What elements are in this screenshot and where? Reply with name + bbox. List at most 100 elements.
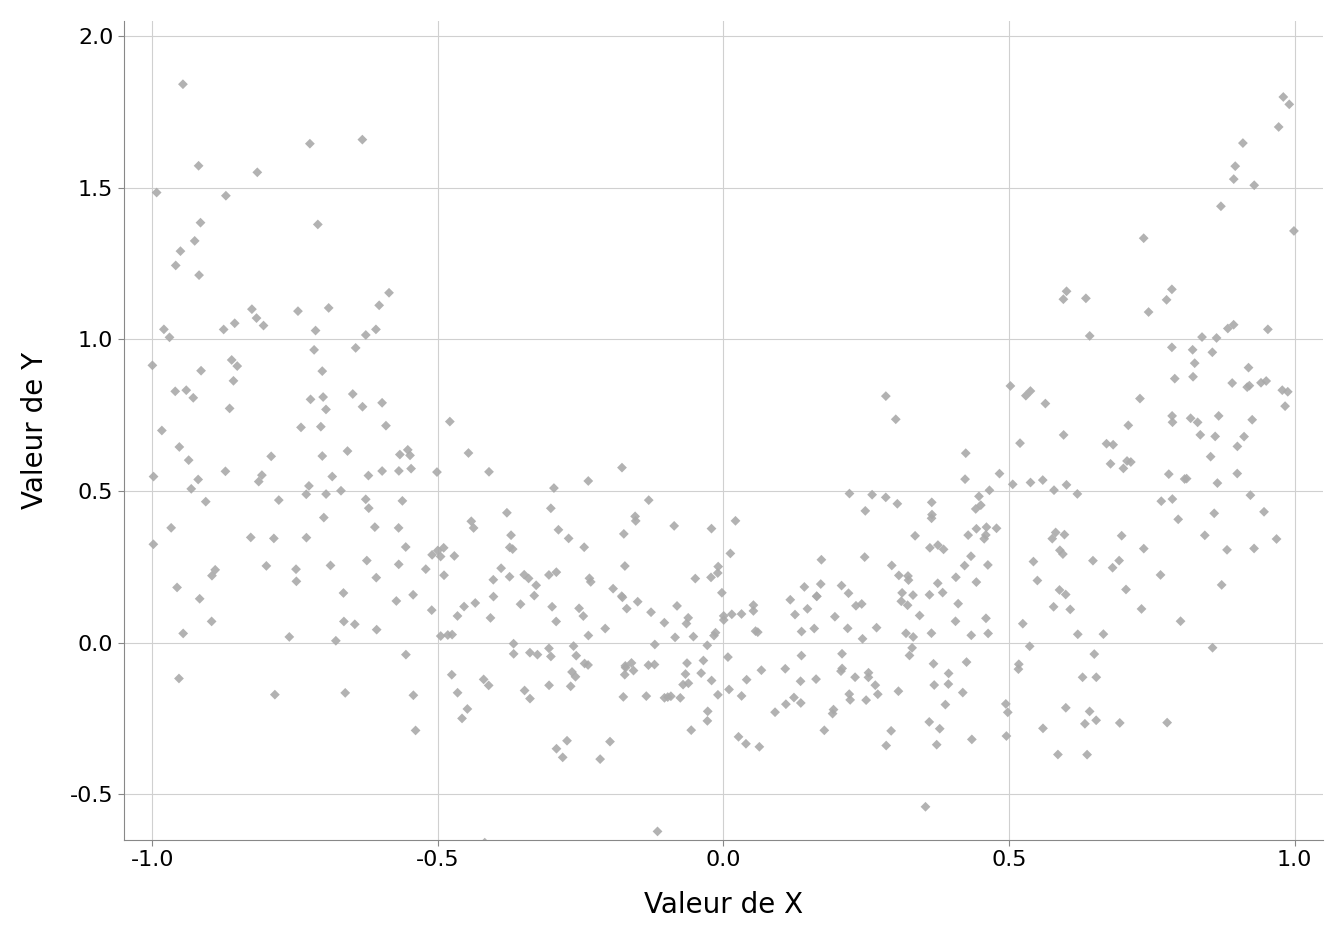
Point: [1193, 527, 1215, 542]
Point: [1133, 541, 1154, 556]
Point: [558, 531, 579, 546]
Point: [1253, 504, 1274, 519]
Point: [657, 690, 679, 705]
Point: [335, 685, 356, 700]
Point: [855, 693, 876, 708]
Point: [675, 666, 696, 681]
Point: [1047, 747, 1068, 762]
Point: [437, 628, 458, 643]
Point: [1050, 542, 1071, 557]
Point: [1019, 639, 1040, 654]
Point: [837, 620, 859, 635]
Point: [1009, 435, 1031, 450]
Point: [251, 467, 273, 482]
Point: [540, 501, 562, 516]
Point: [345, 340, 367, 355]
Point: [919, 588, 941, 603]
Point: [636, 689, 657, 704]
Point: [513, 567, 535, 582]
Point: [1156, 715, 1177, 730]
Point: [352, 133, 374, 148]
Point: [902, 640, 923, 655]
Point: [401, 462, 422, 477]
Point: [542, 599, 563, 614]
Point: [524, 588, 546, 603]
Point: [325, 634, 347, 649]
Point: [1250, 375, 1271, 390]
Point: [564, 669, 586, 684]
Point: [546, 614, 567, 629]
Point: [578, 628, 599, 643]
Point: [978, 483, 1000, 498]
Point: [253, 318, 274, 333]
Point: [1149, 568, 1171, 583]
Point: [452, 711, 473, 726]
Point: [368, 298, 390, 313]
Point: [415, 561, 437, 576]
Point: [142, 537, 164, 552]
Point: [590, 752, 612, 767]
Point: [202, 568, 223, 583]
Point: [395, 647, 417, 662]
Point: [366, 571, 387, 586]
Point: [246, 310, 267, 325]
Point: [433, 540, 454, 556]
Point: [864, 678, 886, 693]
Point: [832, 646, 853, 661]
Point: [840, 693, 862, 708]
Point: [613, 526, 634, 541]
Point: [1059, 602, 1081, 617]
Point: [1052, 546, 1074, 561]
Point: [304, 342, 325, 357]
Point: [1187, 415, 1208, 430]
Point: [1159, 466, 1180, 481]
Point: [1176, 471, 1198, 486]
Point: [985, 521, 1007, 536]
Point: [700, 521, 722, 536]
Point: [344, 617, 366, 632]
Point: [200, 614, 222, 629]
Point: [168, 439, 190, 454]
Point: [396, 443, 418, 458]
Point: [212, 322, 234, 337]
Point: [1086, 669, 1107, 684]
Point: [621, 655, 642, 670]
Point: [718, 682, 739, 697]
Point: [441, 627, 462, 642]
Point: [1234, 429, 1255, 444]
Point: [453, 599, 474, 614]
Point: [539, 678, 560, 693]
Point: [321, 469, 343, 484]
Point: [168, 671, 190, 686]
Point: [480, 610, 501, 625]
Point: [851, 597, 872, 612]
Point: [996, 728, 1017, 744]
Point: [1043, 600, 1064, 615]
Point: [142, 469, 164, 484]
Point: [167, 580, 188, 595]
Point: [1266, 531, 1288, 546]
Point: [474, 835, 496, 850]
Point: [388, 521, 410, 536]
Point: [430, 629, 452, 644]
Point: [1202, 345, 1223, 360]
Point: [1055, 587, 1077, 602]
Point: [1032, 721, 1054, 736]
Point: [267, 493, 289, 508]
Point: [784, 690, 805, 705]
Point: [612, 588, 633, 603]
Point: [805, 671, 827, 686]
Point: [1169, 614, 1191, 629]
Point: [965, 574, 986, 589]
Point: [364, 520, 386, 535]
Point: [391, 494, 413, 509]
Point: [478, 678, 500, 693]
Point: [1161, 408, 1183, 423]
Point: [1239, 378, 1261, 393]
Point: [995, 697, 1016, 712]
Point: [446, 608, 468, 623]
Point: [224, 316, 246, 331]
Point: [954, 558, 976, 573]
Point: [263, 531, 285, 546]
Point: [1267, 119, 1289, 134]
